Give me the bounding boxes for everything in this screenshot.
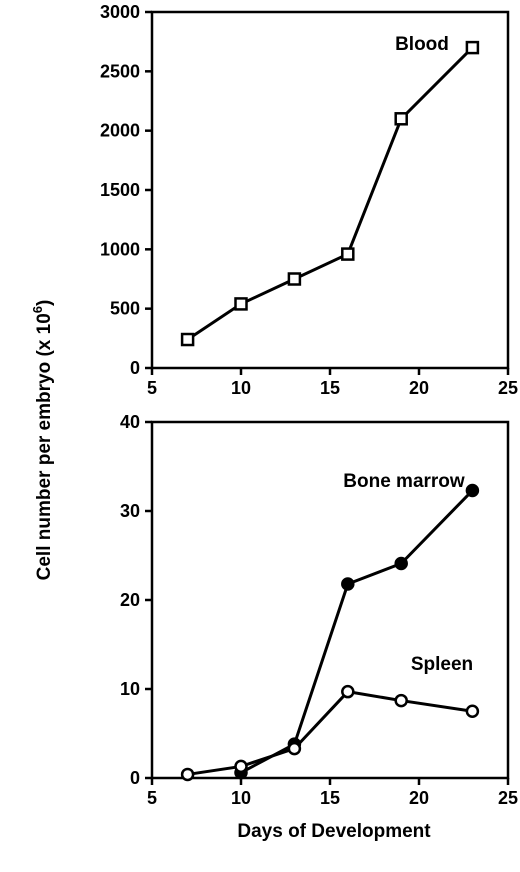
blood-panel: 5 10 15 20 25 0 500 1000 1500 2000 2500 3000 Blood	[100, 2, 518, 398]
x-tick-label: 5	[147, 378, 157, 398]
blood-point	[287, 272, 302, 286]
spleen-point	[394, 693, 408, 708]
y-tick-label: 20	[120, 590, 140, 610]
blood-line	[186, 46, 474, 341]
x-tick-label: 25	[498, 788, 518, 808]
blood-point	[394, 112, 408, 126]
y-tick-label: 0	[130, 768, 140, 788]
spleen-point	[180, 767, 195, 782]
x-tick-label: 15	[320, 788, 340, 808]
x-tick-label: 5	[147, 788, 157, 808]
x-axis-title: Days of Development	[237, 821, 431, 842]
blood-point	[465, 40, 480, 55]
y-tick-label: 30	[120, 501, 140, 521]
x-tick-label: 25	[498, 378, 518, 398]
x-tick-label: 10	[231, 378, 251, 398]
y-tick-label: 500	[110, 299, 140, 319]
y-tick-label: 1500	[100, 180, 140, 200]
y-axis-title: Cell number per embryo (x 106)	[30, 300, 55, 581]
y-tick-label: 1000	[100, 239, 140, 259]
y-tick-label: 2000	[100, 121, 140, 141]
y-tick-label: 3000	[100, 2, 140, 22]
spleen-label: Spleen	[411, 654, 473, 675]
x-tick-label: 15	[320, 378, 340, 398]
x-tick-label: 10	[231, 788, 251, 808]
x-tick-label: 20	[409, 378, 429, 398]
spleen-point	[287, 741, 302, 756]
spleen-point	[341, 684, 355, 699]
y-tick-label: 0	[130, 358, 140, 378]
bone-marrow-label: Bone marrow	[343, 471, 465, 492]
bone-marrow-point	[394, 556, 408, 571]
blood-point	[234, 297, 248, 311]
blood-point	[341, 247, 355, 261]
y-tick-label: 2500	[100, 61, 140, 81]
y-tick-label: 10	[120, 679, 140, 699]
blood-label: Blood	[395, 34, 449, 55]
spleen-line	[187, 690, 473, 776]
bone-marrow-point	[465, 483, 480, 498]
marrow-spleen-panel: 5 10 15 20 25 0 10 20 30 40 Bone marrow Spleen	[120, 412, 518, 808]
blood-point	[180, 332, 195, 347]
x-tick-label: 20	[409, 788, 429, 808]
y-tick-label: 40	[120, 412, 140, 432]
bone-marrow-line	[240, 489, 474, 774]
spleen-point	[465, 704, 480, 718]
spleen-point	[234, 759, 248, 774]
bone-marrow-point	[341, 577, 355, 591]
